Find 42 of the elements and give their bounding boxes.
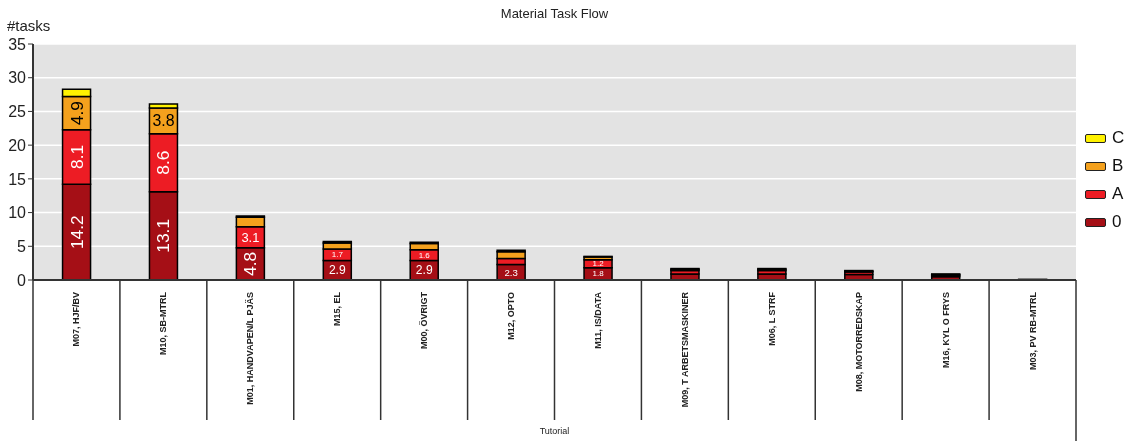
x-tick-label: M03, PV RB-MTRL [1027, 291, 1038, 371]
data-label: 1.2 [592, 259, 605, 269]
x-tick-label: M10, SB-MTRL [158, 291, 169, 355]
x-tick-label: M15, EL [332, 291, 343, 327]
data-label: 1.6 [418, 250, 431, 260]
data-label: 1.7 [331, 250, 344, 260]
x-tick-label: M12, OPTO [506, 292, 517, 340]
data-label: 8.6 [153, 150, 174, 175]
legend-label: C [1112, 128, 1125, 148]
data-label: 14.2 [66, 215, 87, 250]
x-tick-label: M09, T ARBETSMASKINER [679, 291, 690, 408]
data-label: 3.8 [152, 112, 175, 130]
x-tick-label: M07, HJF/BV [71, 292, 82, 347]
data-label: 13.1 [153, 218, 174, 253]
data-label: 1.8 [592, 269, 605, 279]
x-tick-label: M01, HANDVAPEN/L PJÄS [245, 292, 256, 405]
y-tick-label: 5 [17, 237, 27, 255]
x-tick-label: M00, ÖVRIGT [419, 291, 430, 350]
chart-title: Material Task Flow [500, 6, 609, 21]
data-label: 4.9 [66, 101, 87, 126]
x-tick-label: M08, MOTORREDSKAP [853, 292, 864, 392]
x-tick-label: M11, IS/DATA [592, 291, 603, 349]
x-axis-title: Tutorial [538, 426, 571, 436]
legend-label: A [1112, 184, 1124, 204]
data-label: 2.3 [504, 266, 518, 278]
y-axis-title: #tasks [7, 17, 51, 34]
y-tick-label: 0 [17, 271, 27, 289]
y-tick-label: 10 [8, 204, 27, 222]
y-tick-label: 30 [8, 69, 27, 87]
data-label: 2.9 [415, 263, 433, 278]
y-tick-label: 25 [8, 103, 27, 121]
legend-label: 0 [1112, 212, 1122, 232]
data-label: 2.9 [328, 263, 346, 278]
y-tick-label: 35 [8, 35, 27, 53]
data-label: 8.1 [66, 144, 87, 170]
x-tick-label: M06, L STRF [766, 291, 777, 346]
legend-label: B [1112, 156, 1124, 176]
data-label: 4.8 [240, 251, 261, 276]
x-tick-label: M16, KYL O FRYS [940, 292, 951, 369]
y-tick-label: 15 [8, 170, 27, 188]
y-tick-label: 20 [8, 136, 27, 154]
data-label: 3.1 [241, 229, 260, 245]
